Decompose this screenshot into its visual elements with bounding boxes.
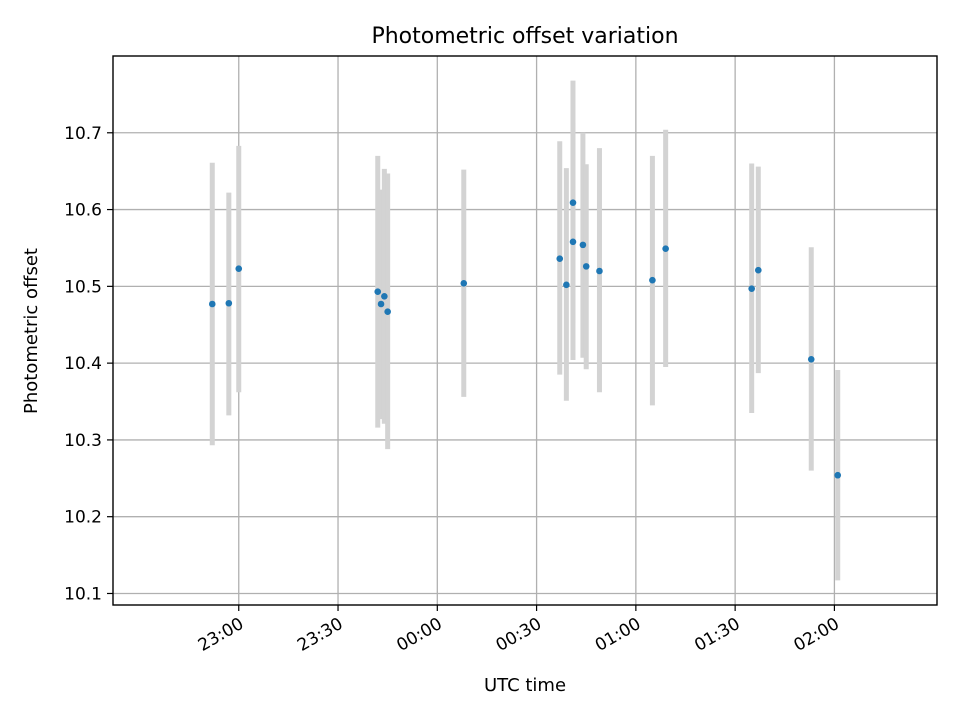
data-point: [377, 300, 385, 308]
data-points: [208, 199, 842, 479]
data-point: [374, 288, 382, 296]
x-tick-label: 01:30: [691, 614, 743, 656]
data-point: [208, 300, 216, 308]
data-point: [235, 265, 243, 272]
data-point: [596, 267, 603, 275]
data-point: [569, 199, 577, 206]
y-tick-label: 10.5: [64, 277, 102, 297]
data-point: [381, 293, 388, 300]
data-point: [834, 471, 842, 479]
y-tick-label: 10.4: [64, 354, 102, 374]
y-tick-label: 10.7: [64, 124, 102, 144]
data-point: [556, 255, 564, 263]
data-point: [569, 238, 577, 246]
data-point: [755, 266, 762, 274]
y-axis-label: Photometric offset: [21, 248, 42, 414]
data-point: [225, 299, 233, 307]
chart-title: Photometric offset variation: [371, 24, 678, 49]
errorbars: [209, 80, 841, 581]
plot-frame: [112, 55, 938, 606]
data-point: [563, 281, 570, 289]
data-point: [662, 245, 669, 253]
y-tick-label: 10.1: [64, 584, 102, 604]
data-point: [579, 241, 587, 249]
x-tick-label: 01:00: [592, 614, 644, 656]
x-tick-label: 23:00: [195, 614, 247, 656]
data-point: [582, 263, 590, 270]
data-point: [384, 308, 391, 315]
y-tick-label: 10.3: [64, 431, 102, 451]
data-point: [460, 279, 468, 287]
x-tick-label: 23:30: [294, 614, 346, 656]
grid: [113, 56, 937, 605]
x-tick-label: 00:30: [493, 614, 545, 656]
y-tick-label: 10.2: [64, 508, 102, 528]
x-tick-label: 02:00: [790, 614, 842, 656]
x-tick-label: 00:00: [393, 614, 445, 656]
x-axis-label: UTC time: [484, 675, 566, 696]
data-point: [748, 285, 755, 292]
data-point: [807, 355, 815, 363]
y-tick-label: 10.6: [64, 201, 102, 221]
ticks: 10.1 10.2 10.3 10.4 10.5 10.6 10.7 23:00 23:30 00…: [64, 124, 843, 656]
data-point: [649, 276, 656, 284]
